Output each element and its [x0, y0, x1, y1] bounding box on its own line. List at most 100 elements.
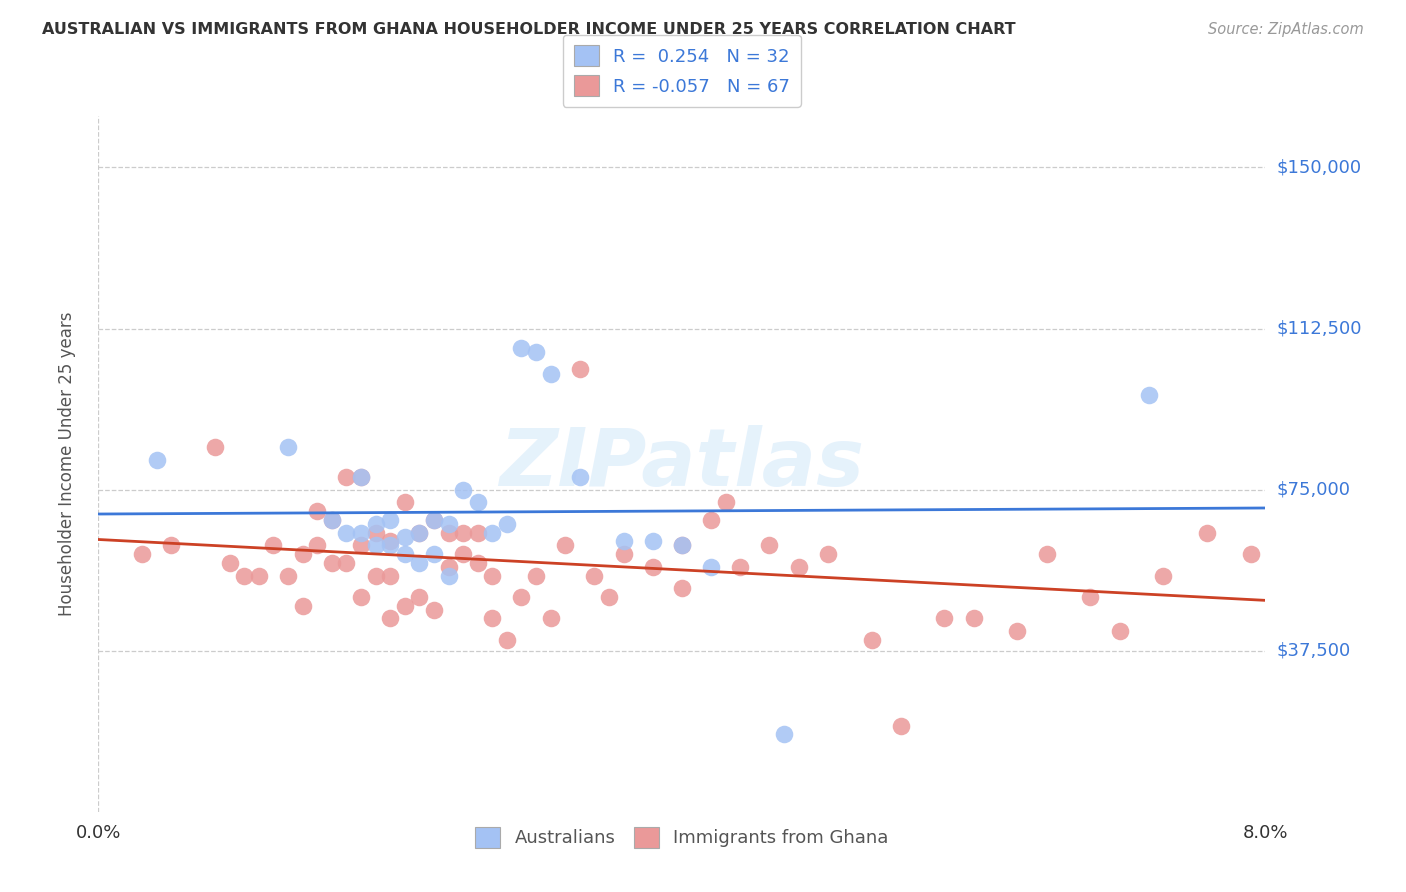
Point	[1137, 388, 1160, 402]
Point	[890, 719, 912, 733]
Point	[350, 525, 373, 540]
Point	[350, 538, 373, 552]
Point	[364, 516, 387, 531]
Point	[1152, 568, 1174, 582]
Legend: Australians, Immigrants from Ghana: Australians, Immigrants from Ghana	[468, 820, 896, 855]
Point	[787, 560, 810, 574]
Point	[700, 560, 723, 574]
Point	[437, 525, 460, 540]
Point	[233, 568, 256, 582]
Point	[307, 538, 329, 552]
Point	[568, 362, 591, 376]
Point	[378, 513, 402, 527]
Point	[321, 513, 343, 527]
Point	[1007, 624, 1029, 639]
Point	[934, 611, 956, 625]
Point	[451, 525, 474, 540]
Point	[467, 556, 489, 570]
Point	[1195, 525, 1218, 540]
Point	[641, 534, 664, 549]
Text: $112,500: $112,500	[1277, 319, 1362, 337]
Point	[307, 504, 329, 518]
Point	[568, 469, 591, 483]
Point	[262, 538, 284, 552]
Point	[394, 547, 416, 561]
Point	[408, 525, 430, 540]
Point	[277, 568, 299, 582]
Point	[408, 556, 430, 570]
Text: $150,000: $150,000	[1277, 159, 1361, 177]
Text: $37,500: $37,500	[1277, 641, 1351, 660]
Point	[378, 538, 402, 552]
Point	[350, 469, 373, 483]
Point	[524, 568, 547, 582]
Point	[437, 568, 460, 582]
Point	[394, 495, 416, 509]
Point	[378, 611, 402, 625]
Point	[364, 525, 387, 540]
Point	[583, 568, 606, 582]
Point	[423, 603, 446, 617]
Point	[700, 513, 723, 527]
Point	[524, 345, 547, 359]
Point	[481, 611, 503, 625]
Point	[437, 560, 460, 574]
Point	[554, 538, 576, 552]
Point	[510, 590, 533, 604]
Point	[350, 590, 373, 604]
Point	[496, 632, 519, 647]
Point	[146, 452, 169, 467]
Point	[481, 568, 503, 582]
Point	[408, 590, 430, 604]
Point	[598, 590, 620, 604]
Point	[773, 727, 796, 741]
Point	[408, 525, 430, 540]
Point	[131, 547, 153, 561]
Point	[671, 538, 693, 552]
Point	[1108, 624, 1130, 639]
Text: AUSTRALIAN VS IMMIGRANTS FROM GHANA HOUSEHOLDER INCOME UNDER 25 YEARS CORRELATIO: AUSTRALIAN VS IMMIGRANTS FROM GHANA HOUS…	[42, 22, 1015, 37]
Point	[671, 538, 693, 552]
Point	[540, 367, 562, 381]
Point	[335, 469, 357, 483]
Point	[1035, 547, 1057, 561]
Point	[451, 483, 474, 497]
Text: $75,000: $75,000	[1277, 481, 1351, 499]
Point	[160, 538, 183, 552]
Point	[291, 599, 314, 613]
Point	[641, 560, 664, 574]
Point	[510, 341, 533, 355]
Point	[962, 611, 984, 625]
Point	[378, 568, 402, 582]
Point	[481, 525, 503, 540]
Point	[671, 582, 693, 596]
Point	[321, 513, 343, 527]
Point	[451, 547, 474, 561]
Point	[378, 534, 402, 549]
Point	[335, 556, 357, 570]
Point	[218, 556, 240, 570]
Point	[612, 547, 634, 561]
Point	[364, 568, 387, 582]
Point	[496, 516, 519, 531]
Point	[817, 547, 839, 561]
Point	[612, 534, 634, 549]
Point	[364, 538, 387, 552]
Point	[291, 547, 314, 561]
Point	[423, 513, 446, 527]
Point	[1080, 590, 1102, 604]
Point	[540, 611, 562, 625]
Text: ZIPatlas: ZIPatlas	[499, 425, 865, 503]
Point	[1240, 547, 1263, 561]
Point	[394, 599, 416, 613]
Point	[423, 513, 446, 527]
Point	[467, 495, 489, 509]
Point	[728, 560, 751, 574]
Point	[247, 568, 270, 582]
Point	[758, 538, 780, 552]
Point	[204, 440, 226, 454]
Point	[714, 495, 737, 509]
Point	[394, 530, 416, 544]
Point	[467, 525, 489, 540]
Point	[423, 547, 446, 561]
